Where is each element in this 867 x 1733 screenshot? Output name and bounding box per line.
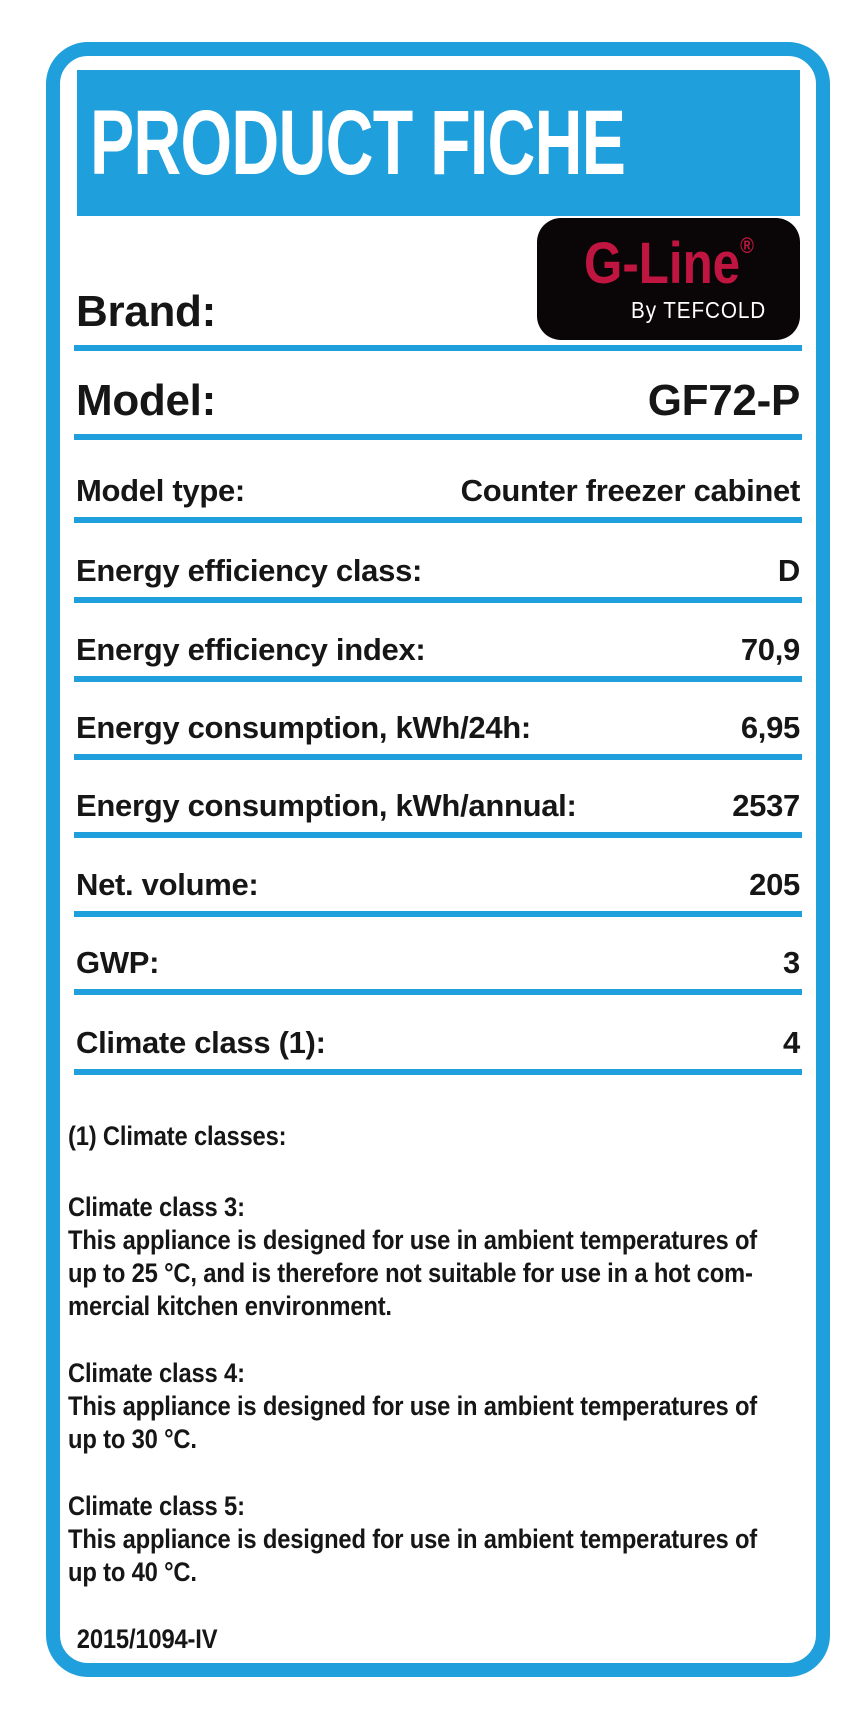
logo-byline: By TEFCOLD [630, 296, 766, 323]
product-fiche-card: PRODUCT FICHE G-Line® By TEFCOLD Brand: … [46, 42, 830, 1677]
spec-value: Counter freezer cabinet [460, 473, 801, 508]
spec-label: GWP: [76, 945, 160, 980]
regulation-code: 2015/1094-IV [76, 1624, 218, 1654]
spec-value: 70,9 [740, 632, 800, 667]
spec-row-model: Model: GF72-P [74, 370, 802, 440]
climate-block-3: Climate class 3: This appliance is desig… [68, 1191, 798, 1323]
spec-row-net-volume: Net. volume: 205 [74, 861, 802, 917]
spec-label: Model: [76, 376, 216, 425]
climate-block-title: Climate class 4: [68, 1358, 245, 1388]
climate-block-title: Climate class 5: [68, 1491, 245, 1521]
spec-value: GF72-P [647, 376, 801, 425]
spec-label: Energy efficiency index: [76, 632, 426, 667]
spec-row-energy-consumption-24h: Energy consumption, kWh/24h: 6,95 [74, 704, 802, 760]
spec-row-energy-efficiency-class: Energy efficiency class: D [74, 547, 802, 603]
spec-label: Energy consumption, kWh/24h: [76, 710, 531, 745]
spec-value: 205 [749, 867, 800, 902]
registered-mark-icon: ® [739, 232, 754, 258]
spec-value: 4 [783, 1025, 800, 1060]
spec-row-brand: Brand: [74, 281, 802, 351]
spec-row-climate-class: Climate class (1): 4 [74, 1019, 802, 1075]
spec-label: Brand: [76, 287, 216, 336]
footnote-heading: (1) Climate classes: [68, 1121, 287, 1151]
spec-label: Net. volume: [76, 867, 259, 902]
spec-row-energy-efficiency-index: Energy efficiency index: 70,9 [74, 626, 802, 682]
spec-row-gwp: GWP: 3 [74, 939, 802, 995]
page-title: PRODUCT FICHE [89, 92, 626, 194]
climate-block-body: This appliance is designed for use in am… [68, 1225, 758, 1321]
spec-value: 3 [783, 945, 800, 980]
climate-block-body: This appliance is designed for use in am… [68, 1391, 758, 1454]
climate-block-4: Climate class 4: This appliance is desig… [68, 1357, 798, 1456]
spec-label: Energy efficiency class: [76, 553, 423, 588]
brand-logo: G-Line® By TEFCOLD [537, 218, 800, 340]
climate-block-body: This appliance is designed for use in am… [68, 1524, 758, 1587]
logo-wordmark: G-Line® [584, 232, 754, 293]
logo-wordmark-text: G-Line [583, 230, 740, 296]
spec-value: D [777, 553, 800, 588]
spec-row-model-type: Model type: Counter freezer cabinet [74, 467, 802, 523]
climate-block-title: Climate class 3: [68, 1192, 245, 1222]
header-band: PRODUCT FICHE [77, 70, 800, 216]
spec-value: 6,95 [740, 710, 800, 745]
spec-value: 2537 [732, 788, 800, 823]
spec-label: Energy consumption, kWh/annual: [76, 788, 577, 823]
climate-block-5: Climate class 5: This appliance is desig… [68, 1490, 798, 1589]
spec-label: Climate class (1): [76, 1025, 326, 1060]
spec-label: Model type: [76, 473, 245, 508]
footnote: (1) Climate classes: Climate class 3: Th… [68, 1120, 798, 1656]
spec-row-energy-consumption-annual: Energy consumption, kWh/annual: 2537 [74, 782, 802, 838]
